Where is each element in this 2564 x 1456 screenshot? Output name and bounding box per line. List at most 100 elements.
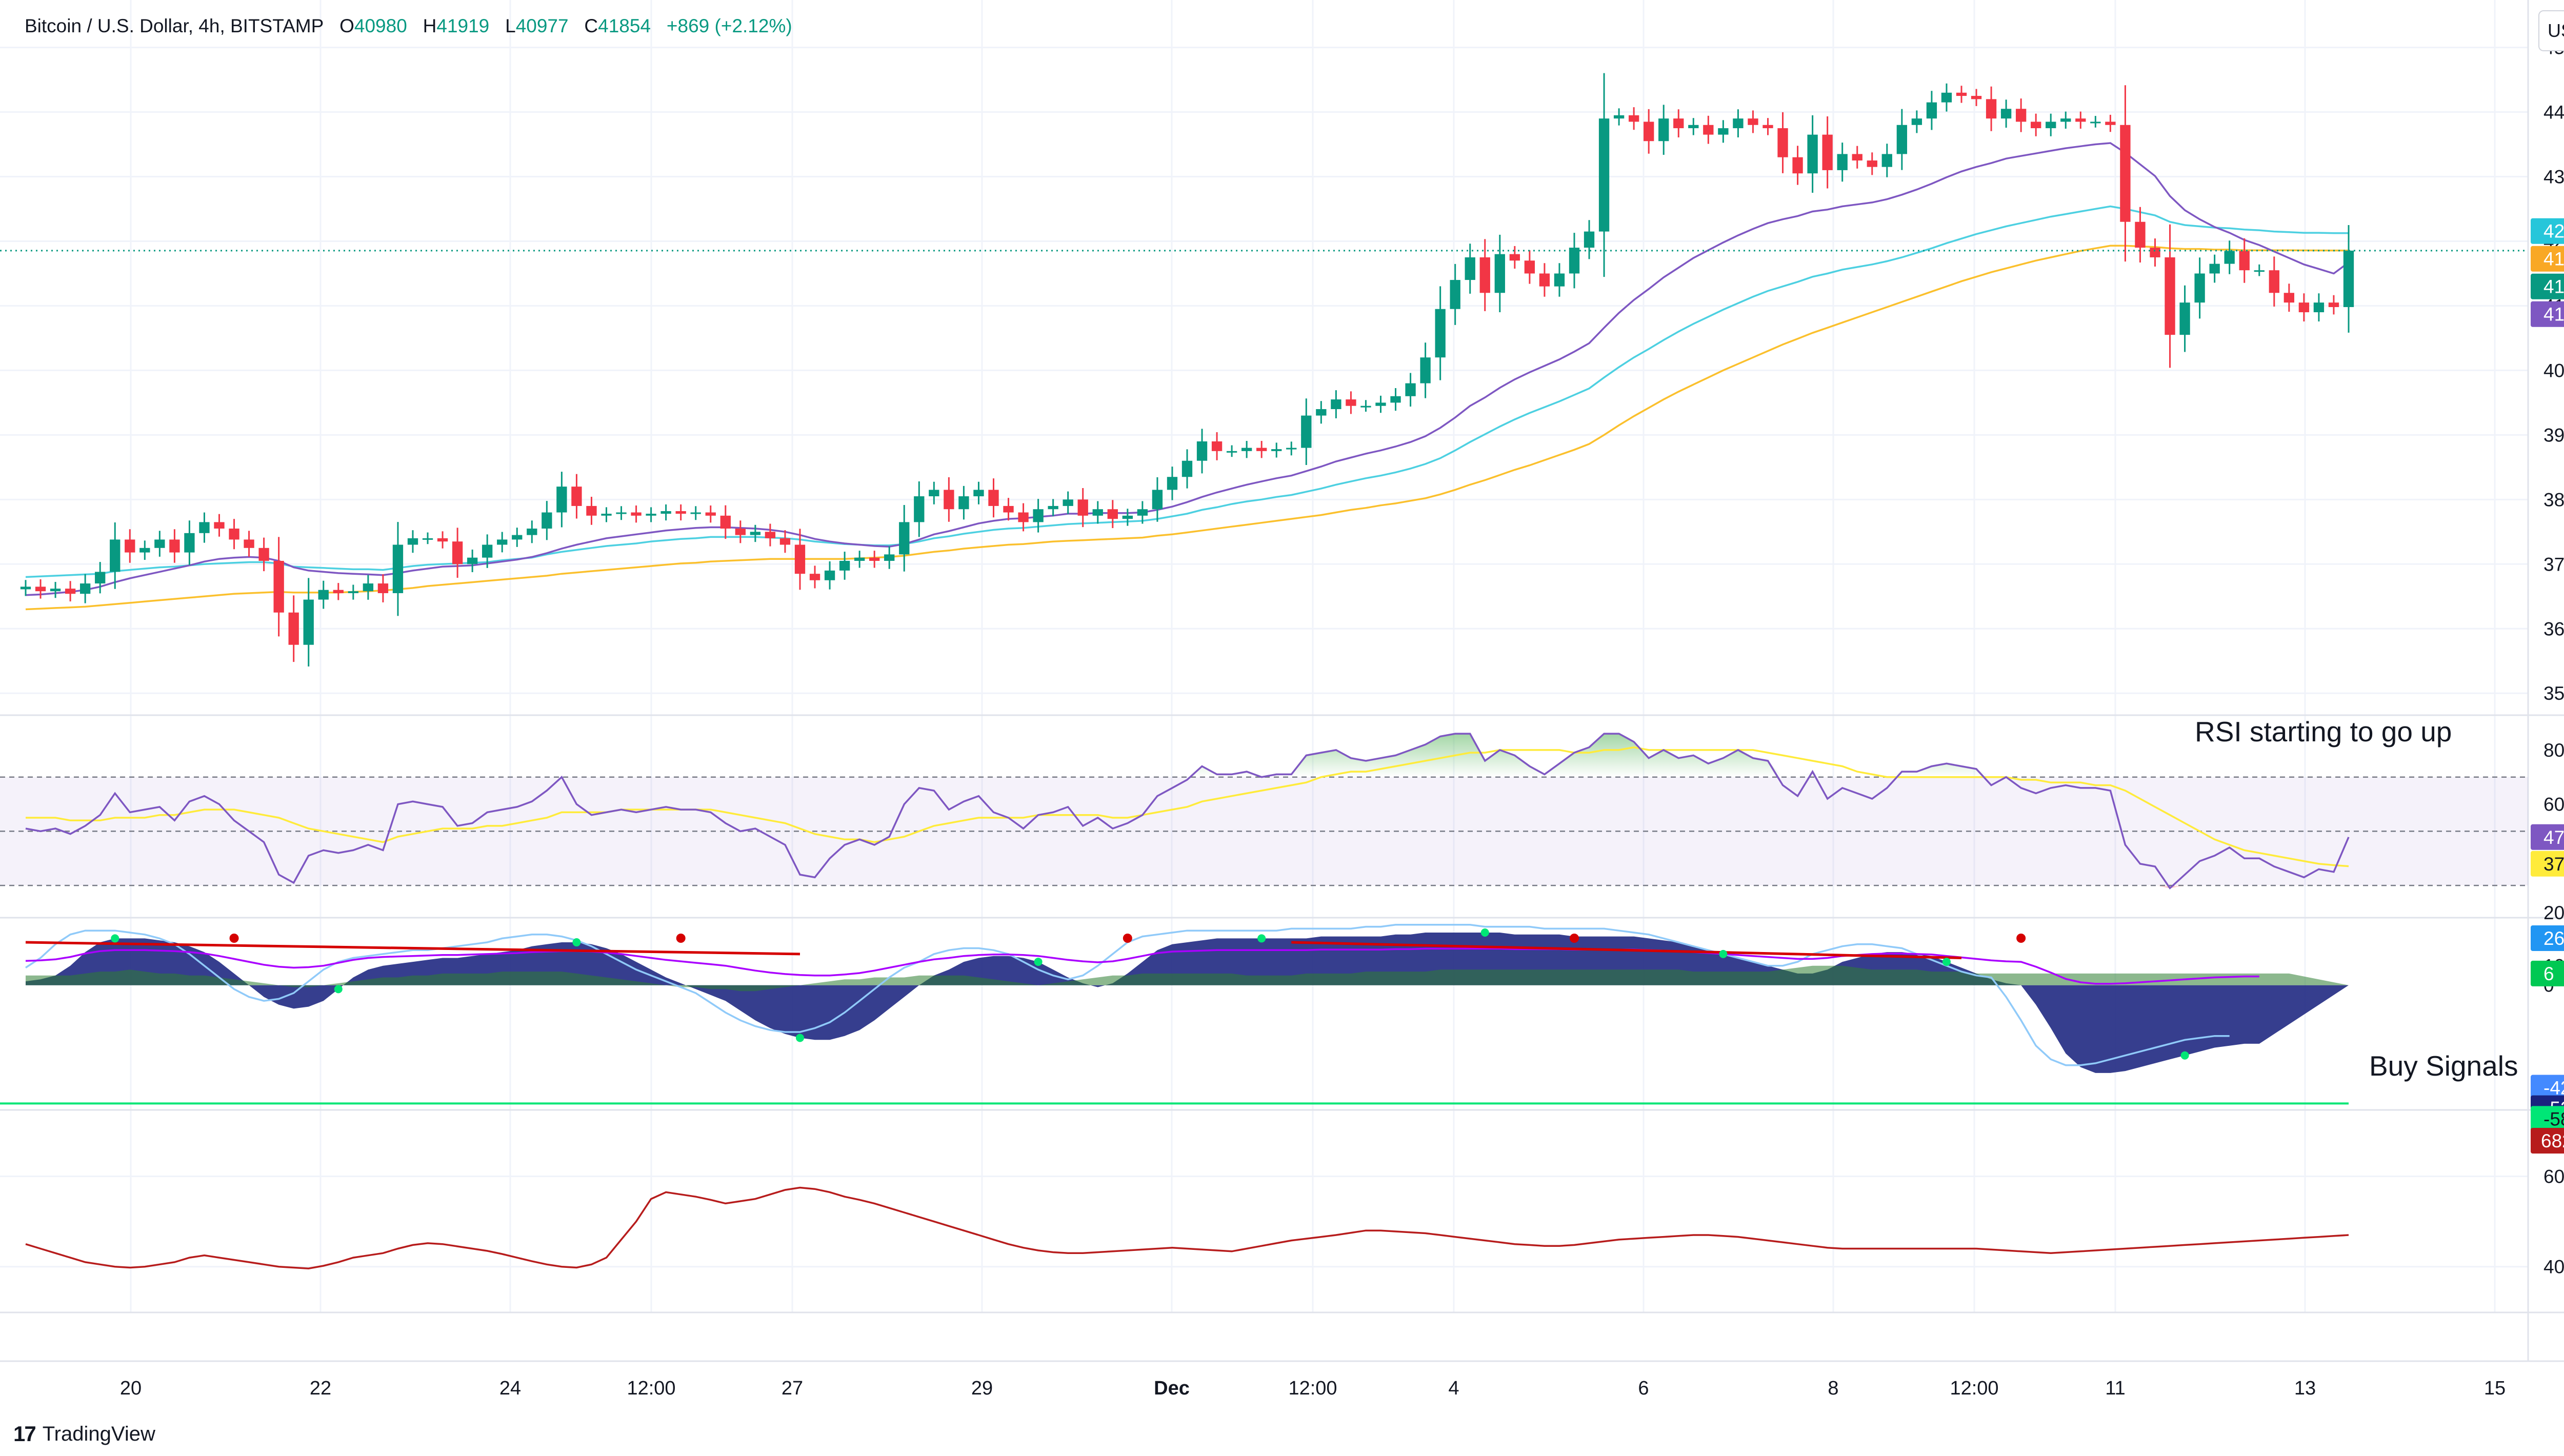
time-tick-label: 15 — [2484, 1378, 2506, 1399]
sell-signal-dot — [229, 934, 239, 943]
candle-body — [1316, 409, 1327, 416]
candle-body — [631, 512, 642, 516]
rsi-overbought-fill — [26, 734, 2349, 777]
candle-body — [1777, 128, 1788, 157]
candle-body — [1405, 383, 1416, 396]
price-axis[interactable]: 3500036000370003800039000400004100042000… — [2531, 37, 2564, 1278]
price-tick-label: 36000 — [2543, 618, 2564, 639]
price-tick-label: 38000 — [2543, 489, 2564, 510]
rsi-ma-line — [26, 746, 2349, 867]
candle-body — [303, 599, 314, 645]
candle-body — [154, 539, 165, 548]
rsi-pane[interactable] — [0, 733, 2528, 890]
candle-body — [824, 570, 835, 580]
candle-body — [273, 560, 284, 613]
time-tick-label: 22 — [310, 1378, 331, 1399]
candle-body — [50, 589, 61, 592]
candle-body — [586, 505, 597, 516]
oscillator-pane[interactable] — [0, 924, 2349, 1105]
candle-body — [2105, 122, 2116, 125]
osc-value-text: 6 — [2543, 963, 2554, 984]
buy-signal-dot — [1257, 934, 1266, 943]
osc-value-badge — [2531, 960, 2564, 986]
sell-signal-dot — [676, 934, 686, 943]
candle-body — [1181, 460, 1193, 477]
ema-purple-line — [25, 142, 2350, 596]
obv-value-text: 682 — [2541, 1130, 2564, 1151]
candle-body — [1241, 448, 1252, 451]
candle-body — [1956, 92, 1967, 96]
candle-body — [1554, 273, 1565, 287]
currency-button[interactable]: USD — [2538, 10, 2564, 51]
price-pane[interactable] — [0, 73, 2528, 666]
time-tick-label: 12:00 — [1950, 1378, 1998, 1399]
price-label-text: 42125 — [2543, 221, 2564, 242]
candle-body — [1733, 118, 1744, 129]
candle-body — [1941, 92, 1952, 103]
candle-body — [467, 557, 478, 564]
osc-value-text: 26 — [2543, 928, 2564, 949]
rsi-tick-label: 80.00 — [2543, 740, 2564, 761]
candle-body — [1152, 490, 1163, 510]
candle-body — [1167, 477, 1178, 490]
price-label-badge — [2531, 218, 2564, 244]
candle-body — [2150, 248, 2160, 257]
price-tick-label: 43000 — [2543, 167, 2564, 188]
time-tick-label: 12:00 — [1288, 1378, 1337, 1399]
candle-body — [2298, 302, 2310, 313]
candle-body — [184, 533, 195, 553]
change-value: +869 (+2.12%) — [666, 15, 792, 36]
candle-body — [2015, 109, 2027, 122]
candle-body — [392, 544, 404, 593]
price-label-text: 41854 — [2543, 276, 2564, 297]
candle-body — [2060, 118, 2071, 122]
candle-body — [1762, 125, 1773, 129]
candle-body — [2313, 302, 2325, 313]
tradingview-brand[interactable]: 17 TradingView — [13, 1422, 155, 1446]
candle-body — [1509, 254, 1520, 261]
volume-pane[interactable] — [25, 1186, 2349, 1269]
candle-body — [1063, 499, 1073, 506]
price-label-badge — [2531, 301, 2564, 327]
trend-line — [25, 941, 800, 956]
candle-body — [1852, 154, 1862, 161]
candle-body — [2209, 264, 2220, 274]
candle-body — [1494, 254, 1505, 293]
buy-signal-dot — [2180, 1051, 2189, 1060]
wave-lead-line — [25, 924, 2230, 1066]
candle-body — [199, 522, 210, 533]
candle-body — [1122, 515, 1133, 519]
candle-body — [1092, 509, 1103, 516]
obv-tick-label: 600 — [2543, 1166, 2564, 1187]
candle-body — [407, 538, 418, 545]
time-tick-label: 8 — [1828, 1378, 1838, 1399]
ema-cyan-line — [25, 205, 2349, 578]
time-axis[interactable]: 20 22 24 12:00 27 29 Dec 12:00 4 6 8 12:00 11 13 15 — [120, 1378, 2506, 1399]
candle-body — [288, 612, 299, 645]
candle-body — [988, 490, 999, 506]
time-tick-label: 24 — [499, 1378, 521, 1399]
candle-body — [1465, 257, 1475, 280]
trend-line — [1291, 941, 1962, 959]
candle-body — [1792, 157, 1803, 174]
price-label-text: 41856 — [2543, 249, 2564, 270]
candle-body — [125, 539, 135, 553]
brand-name: TradingView — [42, 1422, 155, 1445]
candle-body — [1926, 102, 1937, 119]
candle-body — [2075, 118, 2086, 122]
symbol-title[interactable]: Bitcoin / U.S. Dollar, 4h, BITSTAMP — [25, 15, 324, 36]
obv-line — [25, 1186, 2349, 1269]
candle-body — [2179, 302, 2190, 335]
candle-body — [1688, 125, 1699, 129]
candle-body — [2283, 293, 2295, 303]
buy-signal-dot — [334, 985, 343, 994]
candle-body — [1018, 512, 1029, 522]
candle-body — [839, 560, 850, 571]
candle-body — [1911, 118, 1922, 125]
symbol-header[interactable]: Bitcoin / U.S. Dollar, 4h, BITSTAMP O409… — [25, 15, 792, 37]
candle-body — [482, 544, 493, 558]
time-tick-label: 4 — [1448, 1378, 1459, 1399]
time-tick-label: 11 — [2105, 1378, 2125, 1399]
candle-body — [1450, 280, 1460, 309]
